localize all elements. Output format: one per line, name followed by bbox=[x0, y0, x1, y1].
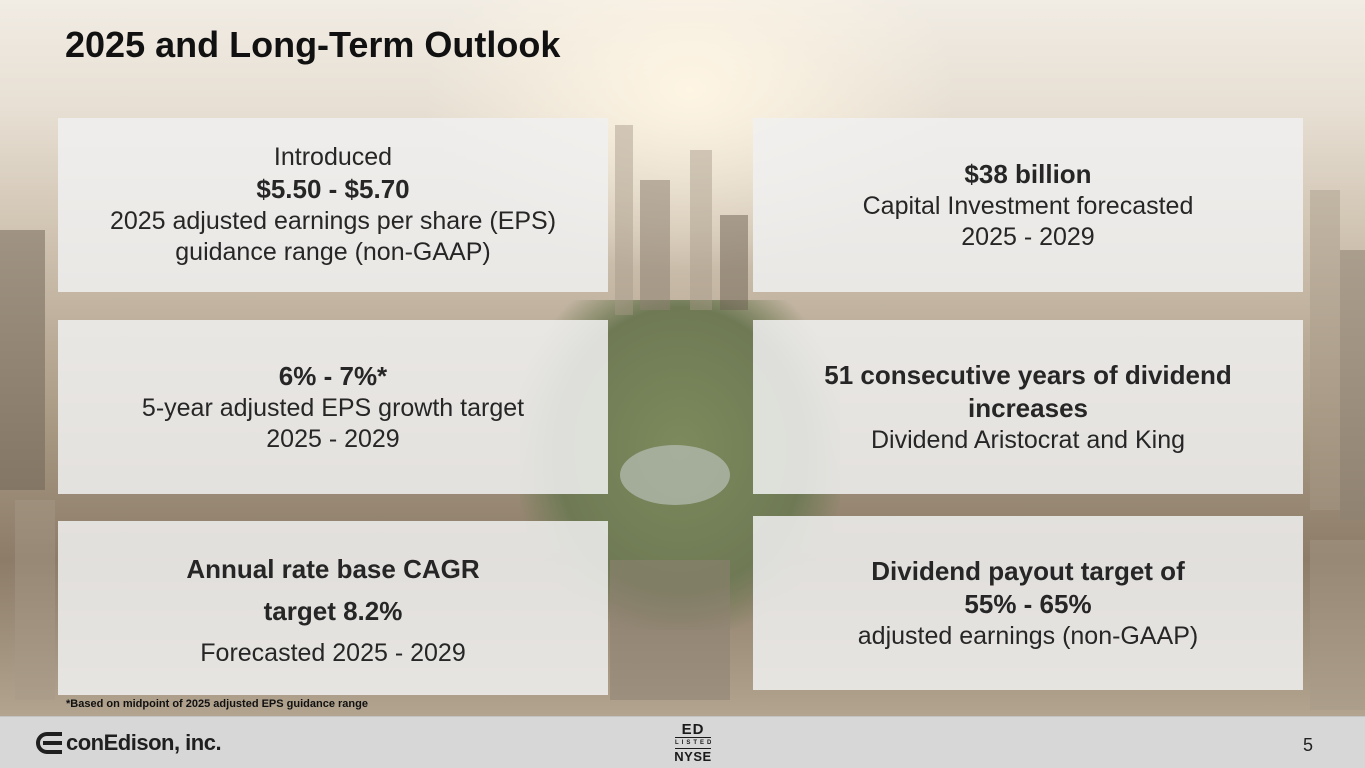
eps-growth-value: 6% - 7%* bbox=[278, 360, 388, 391]
dividend-payout-sub: adjusted earnings (non-GAAP) bbox=[857, 621, 1199, 650]
exchange-name: NYSE bbox=[674, 749, 712, 764]
rate-base-line1: Annual rate base CAGR bbox=[186, 553, 480, 584]
dividend-history-line1: 51 consecutive years of dividend bbox=[824, 359, 1232, 390]
rate-base-card: Annual rate base CAGR target 8.2% Foreca… bbox=[58, 521, 608, 695]
eps-growth-line1: 5-year adjusted EPS growth target bbox=[141, 393, 525, 422]
eps-guidance-line2: guidance range (non-GAAP) bbox=[175, 238, 491, 266]
eps-guidance-card: Introduced $5.50 - $5.70 2025 adjusted e… bbox=[58, 118, 608, 292]
company-logo: conEdison, inc. bbox=[30, 729, 222, 757]
dividend-payout-line2: 55% - 65% bbox=[964, 588, 1092, 619]
dividend-history-line2: increases bbox=[968, 392, 1088, 423]
rate-base-line2: target 8.2% bbox=[263, 595, 403, 626]
ticker-symbol: ED bbox=[681, 721, 705, 738]
eps-guidance-intro: Introduced bbox=[273, 143, 393, 171]
capital-investment-line2: 2025 - 2029 bbox=[961, 222, 1095, 251]
eps-growth-line2: 2025 - 2029 bbox=[266, 424, 400, 453]
capital-investment-value: $38 billion bbox=[964, 158, 1092, 189]
dividend-payout-line1: Dividend payout target of bbox=[871, 555, 1185, 586]
page-title: 2025 and Long-Term Outlook bbox=[65, 24, 561, 65]
listed-label: LISTED bbox=[675, 737, 711, 749]
eps-growth-card: 6% - 7%* 5-year adjusted EPS growth targ… bbox=[58, 320, 608, 494]
company-name: conEdison, inc. bbox=[66, 730, 222, 755]
capital-investment-line1: Capital Investment forecasted bbox=[862, 191, 1194, 220]
dividend-history-sub: Dividend Aristocrat and King bbox=[870, 425, 1186, 454]
reservoir bbox=[620, 445, 730, 505]
eps-guidance-line1: 2025 adjusted earnings per share (EPS) bbox=[109, 207, 557, 235]
footer-bar: conEdison, inc. ED LISTED NYSE 5 bbox=[0, 716, 1365, 768]
nyse-listed-badge: ED LISTED NYSE bbox=[674, 722, 712, 764]
dividend-payout-card: Dividend payout target of 55% - 65% adju… bbox=[753, 516, 1303, 690]
footnote: *Based on midpoint of 2025 adjusted EPS … bbox=[66, 698, 368, 710]
coned-logo-icon bbox=[36, 732, 62, 754]
capital-investment-card: $38 billion Capital Investment forecaste… bbox=[753, 118, 1303, 292]
dividend-history-card: 51 consecutive years of dividend increas… bbox=[753, 320, 1303, 494]
rate-base-sub: Forecasted 2025 - 2029 bbox=[200, 638, 466, 667]
eps-guidance-value: $5.50 - $5.70 bbox=[256, 174, 410, 204]
page-number: 5 bbox=[1303, 735, 1314, 755]
